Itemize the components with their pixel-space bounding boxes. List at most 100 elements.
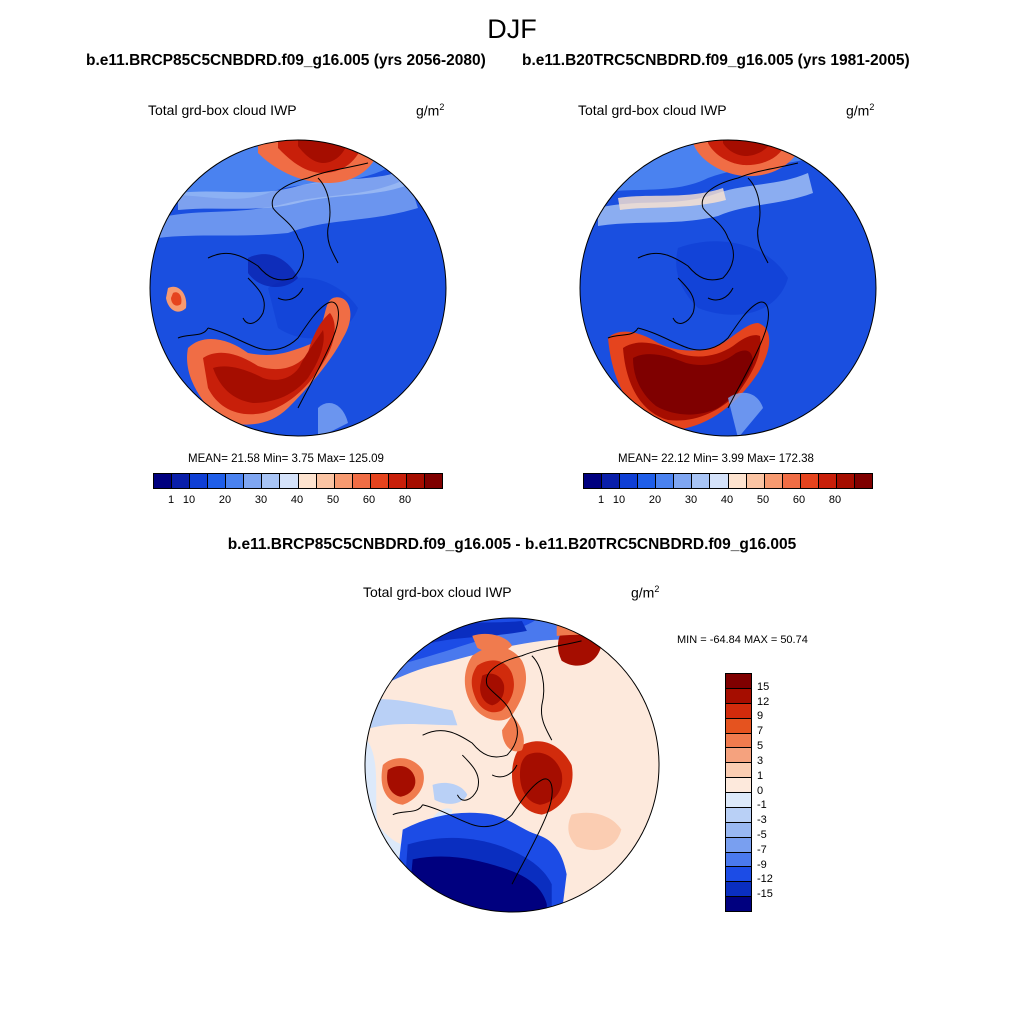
right-colorbar-swatch <box>692 474 711 488</box>
diff-colorbar-swatch <box>726 822 751 838</box>
left-colorbar-swatch <box>406 474 425 488</box>
diff-colorbar-swatch <box>726 807 751 823</box>
left-colorbar-swatch <box>262 474 281 488</box>
left-colorbar-swatch <box>154 474 173 488</box>
right-colorbar <box>583 473 873 489</box>
left-colorbar-swatch <box>190 474 209 488</box>
right-colorbar-tick-label: 30 <box>684 494 698 506</box>
right-colorbar-swatch <box>620 474 639 488</box>
diff-colorbar-swatch <box>726 837 751 853</box>
right-colorbar-swatch <box>854 474 872 488</box>
right-colorbar-tick-label: 10 <box>612 494 626 506</box>
right-stats: MEAN= 22.12 Min= 3.99 Max= 172.38 <box>618 453 814 465</box>
left-colorbar-tick-label: 60 <box>362 494 376 506</box>
main-title: DJF <box>487 14 537 44</box>
left-colorbar-swatch <box>208 474 227 488</box>
diff-colorbar <box>725 673 752 912</box>
diff-colorbar-tick-label: 9 <box>757 710 764 723</box>
right-colorbar-swatch <box>764 474 783 488</box>
left-colorbar-swatch <box>226 474 245 488</box>
diff-colorbar-tick-label: 3 <box>757 754 764 767</box>
right-colorbar-swatch <box>746 474 765 488</box>
diff-colorbar-tick-label: -5 <box>757 828 767 841</box>
right-colorbar-tick-label: 40 <box>720 494 734 506</box>
diff-colorbar-ticks: 15 12 9 7 5 3 1 0 -1 -3 -5 -7 -9 -12 -15 <box>757 673 797 910</box>
right-colorbar-swatch <box>638 474 657 488</box>
right-colorbar-tick-label: 1 <box>597 494 605 506</box>
diff-colorbar-swatch <box>726 763 751 779</box>
left-colorbar-tick-label: 30 <box>254 494 268 506</box>
right-colorbar-swatch <box>710 474 729 488</box>
left-colorbar-tick-label: 80 <box>398 494 412 506</box>
diff-colorbar-swatch <box>726 703 751 719</box>
right-colorbar-swatch <box>800 474 819 488</box>
diff-colorbar-swatch <box>726 882 751 898</box>
diff-colorbar-tick-label: -1 <box>757 799 767 812</box>
left-colorbar <box>153 473 443 489</box>
diff-colorbar-swatch <box>726 793 751 808</box>
left-colorbar-swatch <box>370 474 389 488</box>
left-colorbar-swatch <box>316 474 335 488</box>
left-colorbar-swatch <box>352 474 371 488</box>
diff-colorbar-swatch <box>726 674 751 689</box>
right-colorbar-tick-label: 20 <box>648 494 662 506</box>
right-unit-label: g/m2 <box>846 102 875 119</box>
left-colorbar-swatch <box>244 474 263 488</box>
diff-colorbar-swatch <box>726 733 751 749</box>
right-colorbar-swatch <box>674 474 693 488</box>
right-colorbar-swatch <box>656 474 675 488</box>
diff-colorbar-swatch <box>726 748 751 764</box>
diff-title: b.e11.BRCP85C5CNBDRD.f09_g16.005 - b.e11… <box>227 536 797 553</box>
left-colorbar-swatch <box>424 474 442 488</box>
diff-colorbar-swatch <box>726 852 751 868</box>
diff-colorbar-tick-label: -9 <box>757 858 767 871</box>
right-colorbar-tick-label: 60 <box>792 494 806 506</box>
left-run-title: b.e11.BRCP85C5CNBDRD.f09_g16.005 (yrs 20… <box>86 52 486 69</box>
right-run-title: b.e11.B20TRC5CNBDRD.f09_g16.005 (yrs 198… <box>522 52 910 69</box>
diff-colorbar-tick-label: -12 <box>757 873 773 886</box>
right-map <box>579 139 877 437</box>
diff-map <box>364 617 660 913</box>
diff-colorbar-tick-label: 7 <box>757 725 764 738</box>
diff-colorbar-tick-label: 0 <box>757 784 764 797</box>
diff-colorbar-tick-label: 1 <box>757 769 764 782</box>
right-colorbar-swatch <box>602 474 621 488</box>
right-colorbar-ticks: 1 10 20 30 40 50 60 80 <box>583 494 871 508</box>
diff-colorbar-swatch <box>726 688 751 704</box>
diff-colorbar-tick-label: 5 <box>757 740 764 753</box>
left-unit-label: g/m2 <box>416 102 445 119</box>
diff-colorbar-tick-label: 15 <box>757 680 770 693</box>
diff-var-label: Total grd-box cloud IWP <box>363 584 512 600</box>
diff-colorbar-tick-label: 12 <box>757 695 770 708</box>
left-colorbar-tick-label: 40 <box>290 494 304 506</box>
right-colorbar-swatch <box>836 474 855 488</box>
right-colorbar-tick-label: 50 <box>756 494 770 506</box>
left-colorbar-ticks: 1 10 20 30 40 50 60 80 <box>153 494 441 508</box>
diff-colorbar-tick-label: -15 <box>757 888 773 901</box>
right-colorbar-swatch <box>818 474 837 488</box>
diff-colorbar-swatch <box>726 867 751 883</box>
right-colorbar-swatch <box>584 474 603 488</box>
diff-colorbar-swatch <box>726 897 751 911</box>
right-colorbar-swatch <box>782 474 801 488</box>
diff-minmax: MIN = -64.84 MAX = 50.74 <box>677 634 808 646</box>
diff-colorbar-tick-label: -7 <box>757 843 767 856</box>
right-colorbar-tick-label: 80 <box>828 494 842 506</box>
left-colorbar-swatch <box>298 474 317 488</box>
left-colorbar-tick-label: 1 <box>167 494 175 506</box>
diff-unit-label: g/m2 <box>631 584 660 601</box>
diff-colorbar-swatch <box>726 778 751 793</box>
right-colorbar-swatch <box>728 474 747 488</box>
left-colorbar-tick-label: 50 <box>326 494 340 506</box>
diff-colorbar-swatch <box>726 718 751 734</box>
left-var-label: Total grd-box cloud IWP <box>148 102 297 118</box>
left-colorbar-tick-label: 20 <box>218 494 232 506</box>
right-var-label: Total grd-box cloud IWP <box>578 102 727 118</box>
diff-colorbar-tick-label: -3 <box>757 814 767 827</box>
left-colorbar-swatch <box>280 474 299 488</box>
left-stats: MEAN= 21.58 Min= 3.75 Max= 125.09 <box>188 453 384 465</box>
left-colorbar-swatch <box>334 474 353 488</box>
left-map <box>149 139 447 437</box>
left-colorbar-swatch <box>172 474 191 488</box>
left-colorbar-tick-label: 10 <box>182 494 196 506</box>
